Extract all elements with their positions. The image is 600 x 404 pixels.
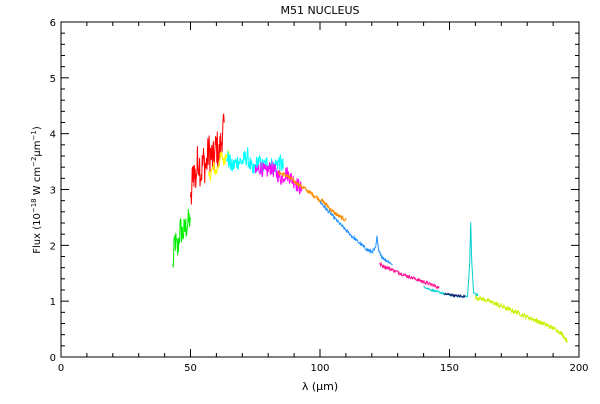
series-line-8 [379,261,440,290]
series-layer [172,113,568,343]
x-tick-label: 100 [310,363,329,374]
y-tick-label: 6 [50,18,56,29]
y-axis-label-part-a: Flux (10 [32,213,43,254]
x-axis-label: λ (μm) [302,380,338,393]
series-line-2 [190,113,225,205]
y-axis-label-part-f: −1 [30,130,38,140]
x-tick-label: 150 [440,363,459,374]
series-line-6 [278,170,347,222]
series-line-3 [208,149,230,182]
y-axis-label-part-d: −2 [30,157,38,167]
y-axis-label-part-g: ) [32,126,43,130]
series-line-5 [254,160,303,195]
x-tick-label: 0 [58,363,64,374]
series-line-11 [474,295,568,343]
x-tick-label: 50 [184,363,197,374]
y-axis-label-part-c: W cm [32,167,43,198]
y-axis-label: Flux (10−18 W cm−2μm−1) [30,126,43,254]
y-tick-label: 5 [50,74,56,85]
y-axis-label-part-b: −18 [30,198,38,213]
axis-layer: 0 50 100 150 200 0 1 2 3 4 5 6 [50,18,589,374]
y-tick-label: 2 [50,241,56,252]
y-tick-label: 0 [50,353,56,364]
chart-title: M51 NUCLEUS [280,4,359,17]
series-line-1 [172,208,191,268]
y-tick-label: 1 [50,297,56,308]
series-line-10 [443,292,466,299]
y-axis-label-part-e: μm [32,140,43,156]
x-tick-label: 200 [569,363,588,374]
series-line-7 [319,200,393,266]
y-tick-label: 4 [50,130,56,141]
y-tick-label: 3 [50,186,56,197]
